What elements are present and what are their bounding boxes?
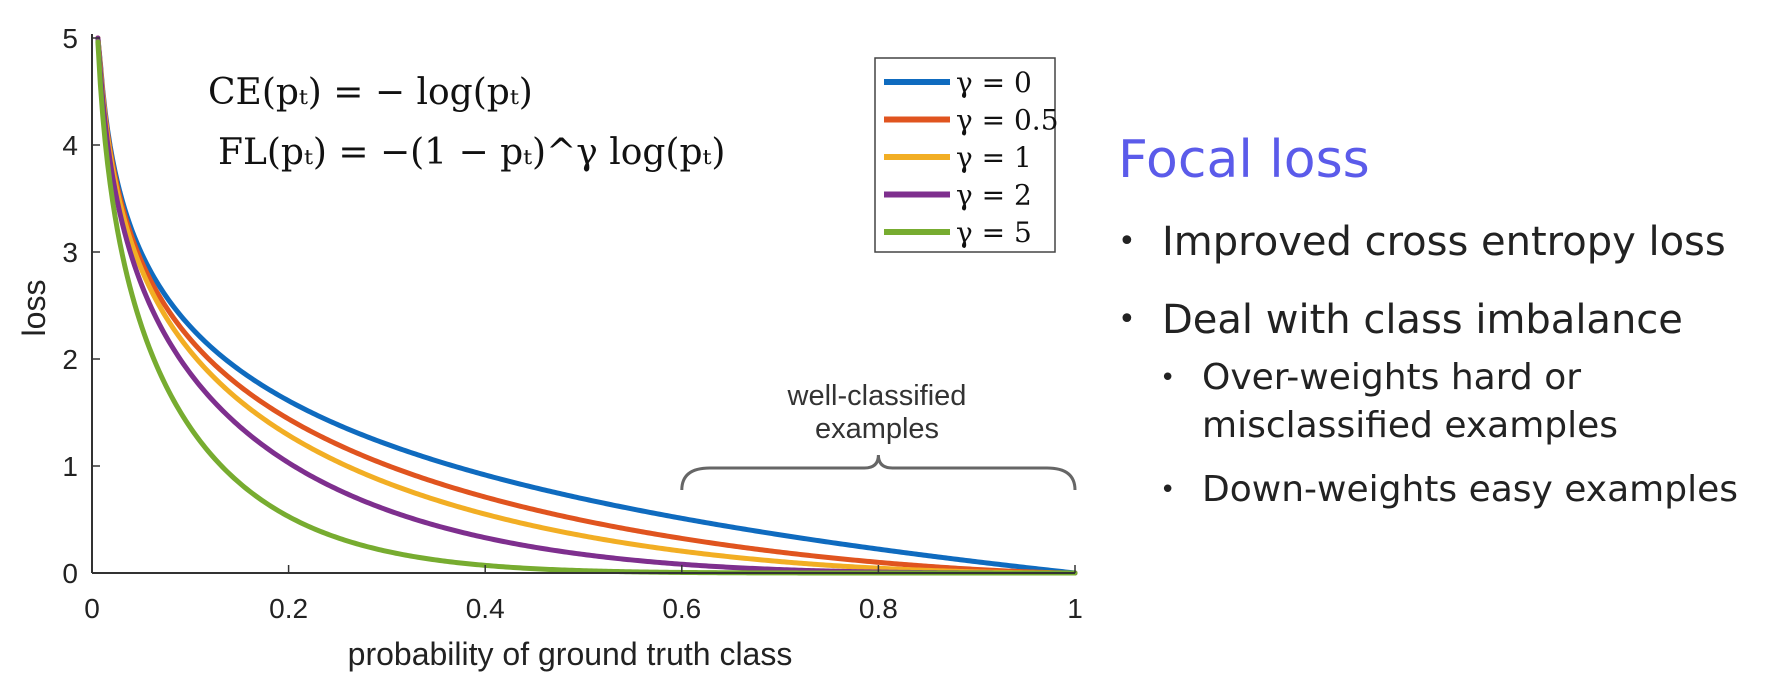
bullet-list: Improved cross entropy loss Deal with cl…	[1118, 216, 1758, 346]
legend-label: γ = 1	[956, 141, 1032, 174]
x-tick-label: 0.6	[662, 593, 701, 624]
legend-label: γ = 0	[956, 66, 1032, 99]
series-line	[95, 35, 1078, 576]
y-tick-label: 3	[62, 237, 78, 268]
x-tick-label: 1	[1067, 593, 1083, 624]
x-tick-label: 0.8	[859, 593, 898, 624]
x-axis-label: probability of ground truth class	[348, 636, 793, 672]
legend-label: γ = 5	[956, 216, 1032, 249]
x-tick-label: 0.4	[466, 593, 505, 624]
y-tick-label: 5	[62, 23, 78, 54]
tick-labels: 0 0.2 0.4 0.6 0.8 1 0 1 2 3 4 5	[62, 23, 1082, 624]
legend-label: γ = 2	[956, 179, 1032, 212]
sub-bullet-item: Down-weights easy examples	[1160, 466, 1758, 514]
ce-formula: CE(pₜ) = − log(pₜ)	[208, 72, 533, 113]
sub-bullet-item: Over-weights hard or misclassified examp…	[1160, 354, 1758, 450]
y-tick-label: 2	[62, 344, 78, 375]
side-title: Focal loss	[1118, 130, 1370, 190]
side-panel: Focal loss Improved cross entropy loss D…	[1118, 130, 1758, 530]
bullet-item: Improved cross entropy loss	[1118, 216, 1758, 268]
legend-label: γ = 0.5	[956, 104, 1059, 137]
focal-loss-chart: 0 0.2 0.4 0.6 0.8 1 0 1 2 3 4 5 probability of grou…	[16, 23, 1083, 672]
legend: γ = 0 γ = 0.5 γ = 1 γ = 2 γ = 5	[874, 57, 1059, 253]
brace-icon	[680, 454, 1077, 491]
y-axis-label: loss	[16, 280, 52, 337]
annotation-line1: well-classified	[787, 380, 967, 412]
bullet-item: Deal with class imbalance	[1118, 294, 1758, 346]
y-tick-label: 0	[62, 558, 78, 589]
y-tick-label: 4	[62, 130, 78, 161]
x-tick-label: 0	[84, 593, 100, 624]
series-line	[95, 35, 1078, 576]
series-line	[95, 35, 1078, 576]
annotation-line2: examples	[815, 413, 939, 445]
sub-bullet-list: Over-weights hard or misclassified examp…	[1160, 354, 1758, 514]
fl-formula: FL(pₜ) = −(1 − pₜ)^γ log(pₜ)	[218, 132, 725, 173]
axes	[91, 34, 1076, 574]
y-tick-label: 1	[62, 451, 78, 482]
well-classified-annotation: well-classified examples	[680, 380, 1077, 491]
x-tick-label: 0.2	[269, 593, 308, 624]
